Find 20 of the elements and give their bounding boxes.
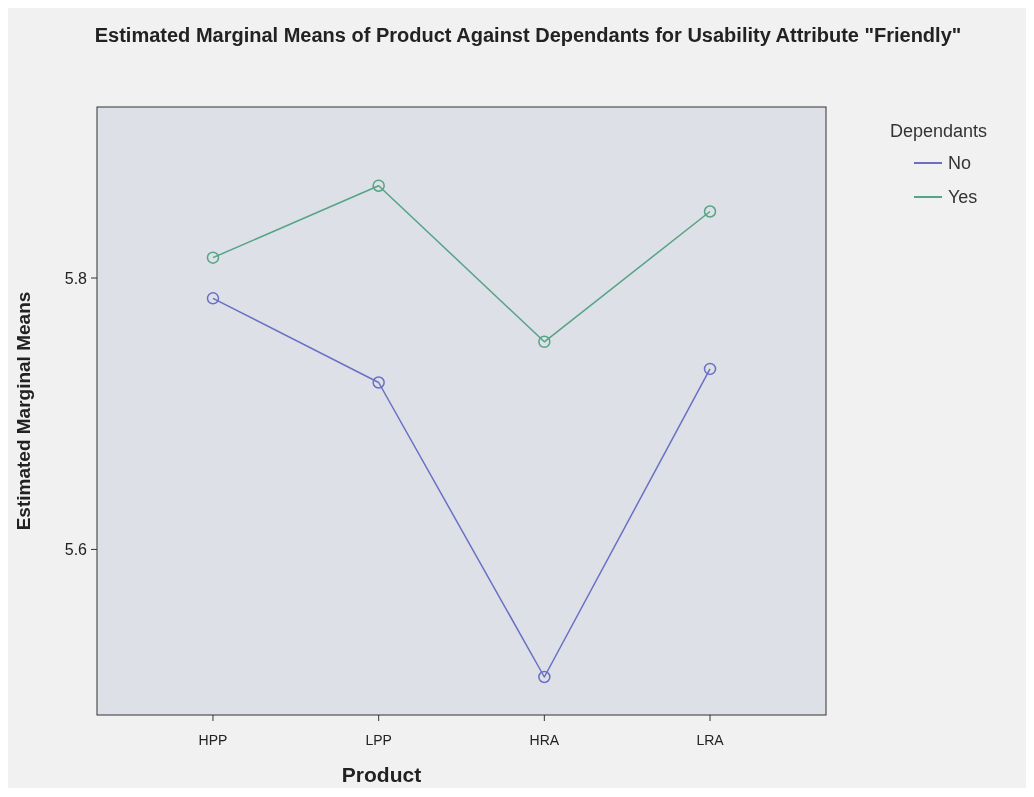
legend-title: Dependants: [890, 121, 988, 141]
chart-title: Estimated Marginal Means of Product Against Dependants for Usability Attribute "Friendly": [94, 24, 962, 46]
x-tick-label: LRA: [696, 732, 725, 748]
y-tick-label: 5.8: [64, 270, 88, 287]
x-tick-label: HPP: [198, 732, 228, 748]
x-tick-label: LPP: [365, 732, 392, 748]
point: [372, 179, 385, 192]
legend-label: Yes: [948, 187, 978, 207]
legend-label: No: [948, 153, 972, 173]
x-tick-label: HRA: [529, 732, 560, 748]
x-axis-title: Product: [341, 763, 422, 786]
point: [703, 205, 717, 218]
y-tick-label: 5.6: [64, 541, 88, 559]
point: [703, 362, 717, 376]
point: [372, 376, 385, 389]
point: [538, 670, 551, 684]
point: [206, 251, 220, 264]
point: [206, 292, 220, 305]
y-axis-title: Estimated Marginal Means: [13, 291, 34, 531]
point: [538, 335, 551, 349]
